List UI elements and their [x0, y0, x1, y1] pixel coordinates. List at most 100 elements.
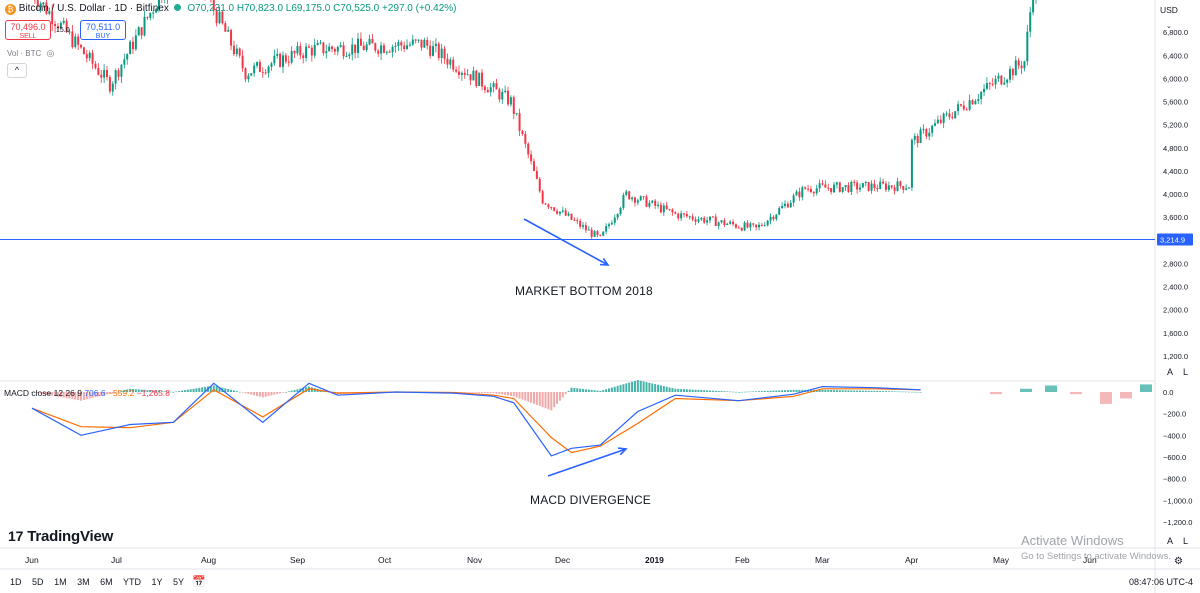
- candle-body: [129, 41, 132, 55]
- macd-histogram-bar: [870, 390, 873, 392]
- candle-body: [71, 31, 74, 48]
- macd-histogram-bar: [175, 391, 178, 393]
- price-tick-label: 1,600.0: [1163, 329, 1188, 338]
- candle-body: [841, 187, 844, 192]
- log-scale-button-top[interactable]: L: [1183, 367, 1189, 377]
- candle-body: [861, 182, 864, 188]
- candle-body: [587, 229, 590, 231]
- macd-histogram-bar: [775, 390, 778, 392]
- candle-body: [374, 43, 377, 51]
- candle-body: [354, 44, 357, 53]
- candle-body: [783, 203, 786, 206]
- range-1y[interactable]: 1Y: [151, 577, 163, 587]
- currency-selector[interactable]: USD ⌄: [1157, 3, 1191, 30]
- candle-body: [91, 52, 94, 64]
- candle-body: [538, 178, 541, 192]
- candle-body: [622, 195, 625, 208]
- range-1m[interactable]: 1M: [54, 577, 67, 587]
- candle-body: [307, 46, 310, 48]
- candle-body: [1023, 61, 1026, 69]
- candle-body: [884, 183, 887, 190]
- calendar-icon[interactable]: 📅: [192, 576, 206, 588]
- macd-histogram-bar: [527, 392, 530, 402]
- macd-histogram-bar: [59, 392, 62, 398]
- macd-histogram-bar: [305, 387, 308, 392]
- candle-body: [922, 129, 925, 131]
- candle-body: [815, 188, 818, 194]
- symbol-title[interactable]: Bitcoin / U.S. Dollar · 1D · Bitfinex: [18, 3, 169, 14]
- price-tick-label: 4,400.0: [1163, 167, 1188, 176]
- macd-histogram-bar: [215, 386, 218, 392]
- macd-histogram-bar: [146, 390, 149, 392]
- macd-histogram-bar: [492, 392, 495, 394]
- candle-body: [420, 39, 423, 48]
- range-5y[interactable]: 5Y: [173, 577, 185, 587]
- macd-histogram-bar: [858, 390, 861, 392]
- macd-histogram-bar: [1120, 392, 1132, 399]
- range-3m[interactable]: 3M: [77, 577, 90, 587]
- candle-body: [599, 234, 602, 236]
- sell-button[interactable]: 70,496.0 SELL: [5, 20, 51, 40]
- macd-tick-label: −600.0: [1163, 453, 1186, 462]
- tradingview-logo[interactable]: 17 TradingView: [8, 528, 113, 545]
- candle-body: [342, 45, 345, 57]
- candle-body: [633, 197, 636, 203]
- volume-legend[interactable]: Vol · BTC ◎: [7, 48, 54, 59]
- price-tick-label: 3,600.0: [1163, 213, 1188, 222]
- activation-watermark: Activate Windows Go to Settings to activ…: [1021, 533, 1171, 562]
- candle-body: [466, 74, 469, 76]
- clock[interactable]: 08:47:06 UTC-4: [1129, 577, 1194, 587]
- candle-body: [452, 59, 455, 70]
- macd-histogram-bar: [45, 392, 48, 395]
- macd-histogram-bar: [143, 389, 146, 392]
- candle-body: [850, 181, 853, 192]
- collapse-legend-button[interactable]: ^: [7, 63, 27, 78]
- candle-body: [818, 183, 821, 189]
- range-1d[interactable]: 1D: [10, 577, 22, 587]
- macd-histogram-bar: [495, 392, 498, 394]
- range-6m[interactable]: 6M: [100, 577, 113, 587]
- candle-body: [703, 217, 706, 223]
- macd-histogram-bar: [622, 384, 625, 392]
- range-all[interactable]: All: [194, 577, 205, 587]
- range-5d[interactable]: 5D: [32, 577, 44, 587]
- macd-histogram-bar: [247, 392, 250, 394]
- candle-body: [348, 54, 351, 57]
- candle-body: [873, 183, 876, 189]
- macd-histogram-bar: [616, 385, 619, 392]
- macd-histogram-bar: [835, 390, 838, 392]
- candle-body: [838, 182, 841, 192]
- candle-body: [532, 161, 535, 171]
- candle-body: [48, 11, 51, 14]
- candle-body: [85, 54, 88, 59]
- candle-body: [227, 29, 230, 32]
- chevron-down-icon: ⌄: [1166, 23, 1172, 30]
- buy-button[interactable]: 70,511.0 BUY: [80, 20, 126, 40]
- candle-body: [423, 39, 426, 48]
- macd-histogram-bar: [82, 392, 85, 400]
- candle-body: [775, 214, 778, 220]
- macd-histogram-bar: [97, 392, 100, 397]
- macd-histogram-bar: [195, 388, 198, 392]
- candle-body: [827, 187, 830, 189]
- macd-histogram-bar: [685, 389, 688, 392]
- log-scale-button-bottom[interactable]: L: [1183, 536, 1189, 546]
- macd-histogram-bar: [908, 391, 911, 393]
- candle-body: [564, 210, 567, 216]
- auto-scale-button-bottom[interactable]: A: [1167, 536, 1174, 546]
- macd-histogram-bar: [890, 391, 893, 392]
- candle-body: [959, 104, 962, 106]
- macd-legend[interactable]: MACD close 12 26 9 706.6 −559.2 −1,265.8: [4, 388, 170, 398]
- macd-tick-label: −1,200.0: [1163, 518, 1192, 527]
- candle-body: [250, 73, 253, 76]
- candle-body: [876, 188, 879, 190]
- macd-histogram-bar: [36, 392, 39, 394]
- candle-body: [463, 72, 466, 75]
- settings-gear-icon[interactable]: ⚙: [1174, 556, 1183, 567]
- range-ytd[interactable]: YTD: [122, 577, 141, 587]
- auto-scale-button-top[interactable]: A: [1167, 367, 1174, 377]
- eye-icon[interactable]: ◎: [46, 48, 55, 58]
- histogram-value: −1,265.8: [136, 388, 170, 398]
- candle-body: [296, 46, 299, 54]
